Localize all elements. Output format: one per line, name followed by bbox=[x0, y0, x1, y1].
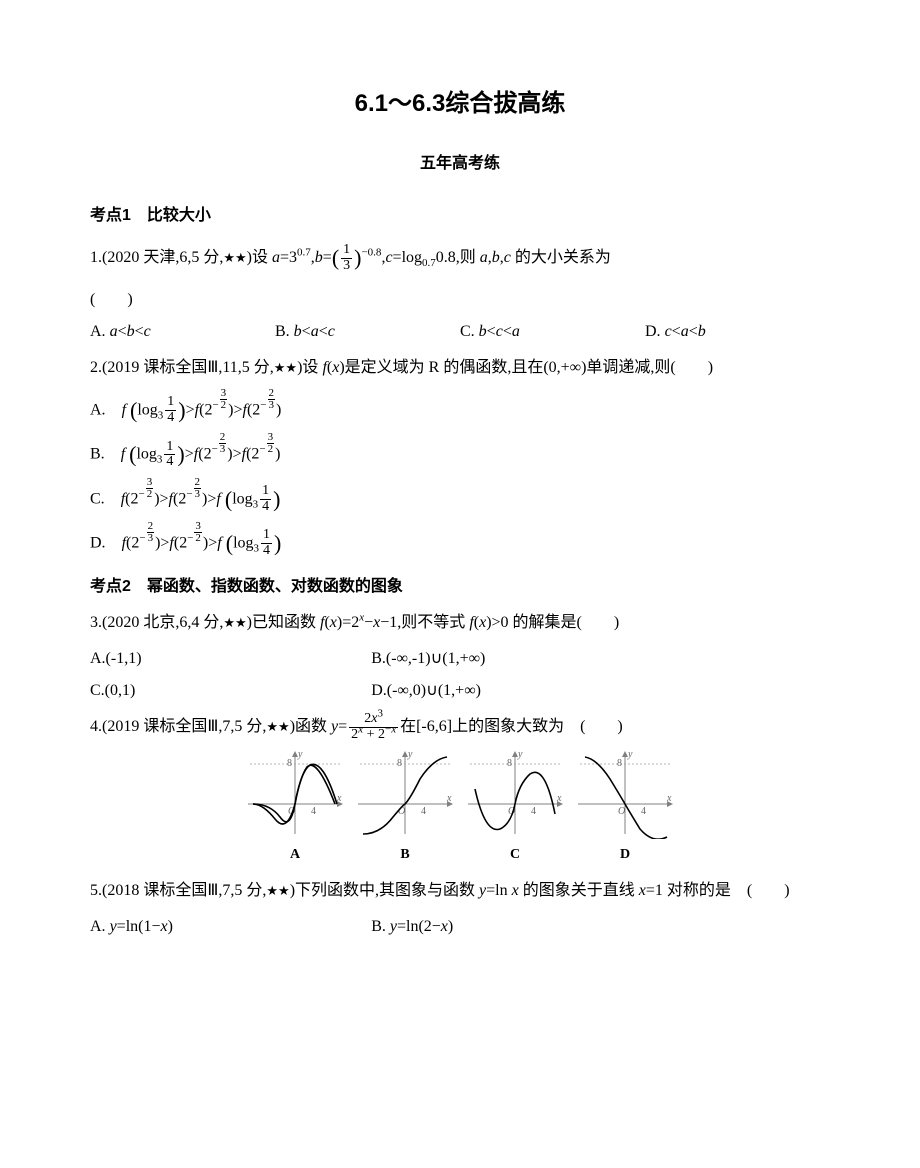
q2-option-b: B. f (log314)>f(2−23)>f(2−32) bbox=[90, 432, 830, 476]
page-subtitle: 五年高考练 bbox=[90, 148, 830, 180]
q4-label-d: D bbox=[575, 841, 675, 869]
q3-stem-mid: )已知函数 bbox=[247, 614, 320, 631]
question-5: 5.(2018 课标全国Ⅲ,7,5 分,★★)下列函数中,其图象与函数 y=ln… bbox=[90, 875, 830, 907]
star-icon: ★★ bbox=[274, 360, 297, 375]
q4-label-c: C bbox=[465, 841, 565, 869]
svg-text:x: x bbox=[556, 793, 562, 804]
q1-options: A. a<b<c B. b<a<c C. b<c<a D. c<a<b bbox=[90, 316, 830, 348]
q4-label-a: A bbox=[245, 841, 345, 869]
q4-stem-mid: )函数 bbox=[290, 718, 331, 735]
q2-stem: 2.(2019 课标全国Ⅲ,11,5 分, bbox=[90, 359, 274, 376]
q2-option-c: C. f(2−32)>f(2−23)>f (log314) bbox=[90, 477, 830, 521]
q4-stem: 4.(2019 课标全国Ⅲ,7,5 分, bbox=[90, 718, 266, 735]
q5-option-a: A. y=ln(1−x) bbox=[90, 911, 371, 943]
section-1-heading: 考点1 比较大小 bbox=[90, 200, 830, 232]
q2-optA-prefix: A. bbox=[90, 401, 122, 418]
q2-optB-prefix: B. bbox=[90, 446, 121, 463]
q3-option-d: D.(-∞,0)∪(1,+∞) bbox=[371, 675, 652, 707]
question-3: 3.(2020 北京,6,4 分,★★)已知函数 f(x)=2x−x−1,则不等… bbox=[90, 607, 830, 639]
q4-stem-after: 在[-6,6]上的图象大致为 ( ) bbox=[400, 718, 623, 735]
svg-text:8: 8 bbox=[287, 758, 292, 769]
q4-fig-d: 8 y O 4 x D bbox=[575, 749, 675, 869]
q3-options-row2: C.(0,1) D.(-∞,0)∪(1,+∞) bbox=[90, 675, 830, 707]
svg-text:y: y bbox=[627, 749, 633, 760]
q5-stem-tail: 的图象关于直线 bbox=[519, 882, 639, 899]
q4-figures: 8 y O 4 x A 8 y O 4 x B 8 bbox=[90, 749, 830, 869]
q4-fig-b: 8 y O 4 x B bbox=[355, 749, 455, 869]
q1-stem-prefix: 1.(2020 天津,6,5 分, bbox=[90, 249, 223, 266]
q4-fig-a: 8 y O 4 x A bbox=[245, 749, 345, 869]
svg-text:4: 4 bbox=[421, 806, 426, 817]
svg-text:8: 8 bbox=[397, 758, 402, 769]
question-4: 4.(2019 课标全国Ⅲ,7,5 分,★★)函数 y=2x32x + 2−x在… bbox=[90, 711, 830, 743]
q1-option-a: A. a<b<c bbox=[90, 316, 275, 348]
svg-text:O: O bbox=[618, 806, 625, 817]
q5-stem: 5.(2018 课标全国Ⅲ,7,5 分, bbox=[90, 882, 266, 899]
q5-stem-mid: )下列函数中,其图象与函数 bbox=[290, 882, 479, 899]
svg-text:8: 8 bbox=[507, 758, 512, 769]
q1-stem-tail: ,则 bbox=[456, 249, 480, 266]
svg-text:4: 4 bbox=[311, 806, 316, 817]
q2-stem-mid: )设 bbox=[297, 359, 322, 376]
q3-option-b: B.(-∞,-1)∪(1,+∞) bbox=[371, 643, 652, 675]
star-icon: ★★ bbox=[266, 883, 289, 898]
q5-options: A. y=ln(1−x) B. y=ln(2−x) bbox=[90, 911, 830, 943]
svg-text:x: x bbox=[446, 793, 452, 804]
q3-options-row1: A.(-1,1) B.(-∞,-1)∪(1,+∞) bbox=[90, 643, 830, 675]
star-icon: ★★ bbox=[223, 615, 246, 630]
question-2: 2.(2019 课标全国Ⅲ,11,5 分,★★)设 f(x)是定义域为 R 的偶… bbox=[90, 352, 830, 384]
section-2-heading: 考点2 幂函数、指数函数、对数函数的图象 bbox=[90, 571, 830, 603]
q4-fig-c: 8 y O 4 x C bbox=[465, 749, 565, 869]
q1-option-d: D. c<a<b bbox=[645, 316, 830, 348]
q1-option-c: C. b<c<a bbox=[460, 316, 645, 348]
q2-optC-prefix: C. bbox=[90, 490, 121, 507]
q5-option-b: B. y=ln(2−x) bbox=[371, 911, 652, 943]
svg-text:4: 4 bbox=[641, 806, 646, 817]
q1-stem-after: =log bbox=[393, 249, 422, 266]
q3-stem-after: =2 bbox=[342, 614, 359, 631]
star-icon: ★★ bbox=[266, 719, 289, 734]
q2-stem-after: 是定义域为 R 的偶函数,且在(0,+∞)单调递减,则( ) bbox=[345, 359, 713, 376]
question-1: 1.(2020 天津,6,5 分,★★)设 a=30.7,b=(13)−0.8,… bbox=[90, 236, 830, 280]
star-icon: ★★ bbox=[223, 250, 246, 265]
q2-option-d: D. f(2−23)>f(2−32)>f (log314) bbox=[90, 521, 830, 565]
q3-stem-end: >0 的解集是( ) bbox=[492, 614, 620, 631]
q3-stem-tail: −1,则不等式 bbox=[380, 614, 469, 631]
q2-option-a: A. f (log314)>f(2−32)>f(2−23) bbox=[90, 388, 830, 432]
svg-text:y: y bbox=[517, 749, 523, 760]
svg-text:x: x bbox=[666, 793, 672, 804]
q3-stem: 3.(2020 北京,6,4 分, bbox=[90, 614, 223, 631]
q2-optD-prefix: D. bbox=[90, 534, 122, 551]
svg-text:8: 8 bbox=[617, 758, 622, 769]
q5-stem-end: =1 对称的是 ( ) bbox=[646, 882, 790, 899]
svg-text:4: 4 bbox=[531, 806, 536, 817]
q4-label-b: B bbox=[355, 841, 455, 869]
q1-option-b: B. b<a<c bbox=[275, 316, 460, 348]
q3-option-a: A.(-1,1) bbox=[90, 643, 371, 675]
q1-stem-end: 的大小关系为 bbox=[511, 249, 611, 266]
svg-text:y: y bbox=[407, 749, 413, 760]
q1-blank: ( ) bbox=[90, 284, 830, 316]
q3-option-c: C.(0,1) bbox=[90, 675, 371, 707]
svg-text:y: y bbox=[297, 749, 303, 760]
page-title: 6.1～6.3综合拔高练 bbox=[90, 80, 830, 128]
q1-stem-mid: )设 bbox=[247, 249, 272, 266]
q5-stem-after: =ln bbox=[486, 882, 511, 899]
